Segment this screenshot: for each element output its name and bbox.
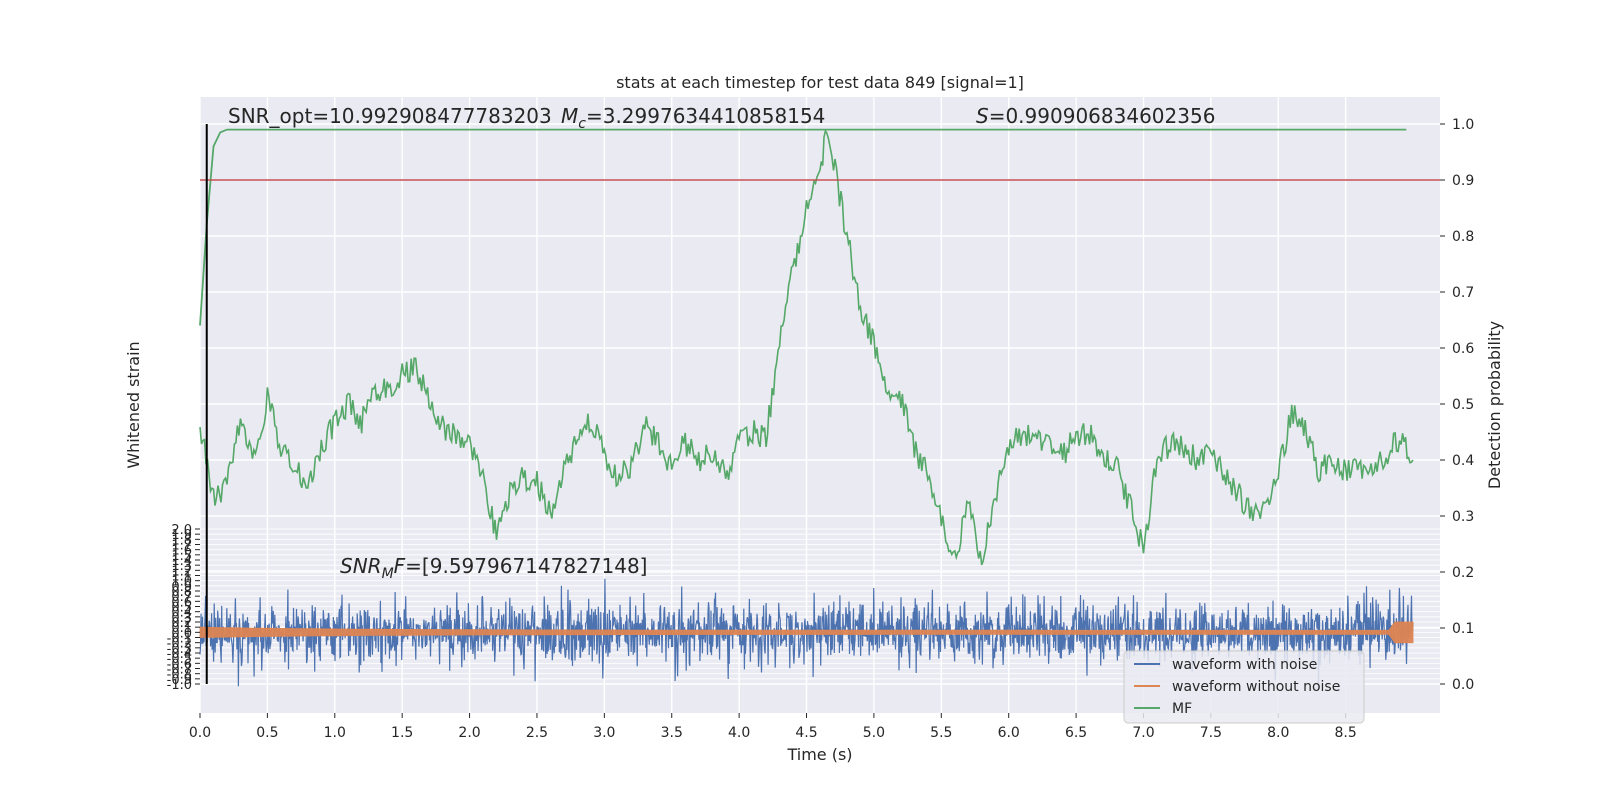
waveform-without-noise-series bbox=[199, 621, 1414, 644]
y-left-tick-label-20: 1.0 bbox=[171, 575, 192, 590]
y-right-tick-label-2: 0.2 bbox=[1452, 565, 1474, 581]
y-left-tick-label-4: -0.6 bbox=[167, 657, 192, 672]
y-left-tick-label-3: -0.7 bbox=[167, 663, 192, 678]
y-left-tick-label-16: 0.6 bbox=[171, 595, 192, 610]
annotation-s: S=0.990906834602356 bbox=[976, 104, 1215, 128]
y-left-tick-label-30: 2.0 bbox=[171, 523, 192, 538]
x-tick-label-1: 0.5 bbox=[256, 725, 278, 741]
y-left-tick-label-25: 1.5 bbox=[171, 549, 192, 564]
snr-mf-value: =[9.597967147827148] bbox=[405, 554, 647, 578]
y-left-tick-label-13: 0.3 bbox=[171, 611, 192, 626]
y-left-tick-label-15: 0.5 bbox=[171, 601, 192, 616]
y-right-tick-label-4: 0.4 bbox=[1452, 453, 1474, 469]
snr-mf-symbol: SNR bbox=[340, 554, 382, 578]
y-ticks-right: 0.0 0.1 0.2 0.3 0.4 0.5 0.6 0.7 0.8 0.9 1.0 bbox=[1440, 117, 1474, 693]
x-tick-label-7: 3.5 bbox=[661, 725, 683, 741]
annotation-snr-mf: SNRMF=[9.597967147827148] bbox=[340, 554, 648, 582]
legend-label-mf: MF bbox=[1172, 701, 1192, 717]
detection-probability-series bbox=[199, 128, 1414, 566]
x-tick-label-14: 7.0 bbox=[1132, 725, 1154, 741]
y-left-tick-label-27: 1.7 bbox=[171, 539, 192, 554]
clean-waveform-band bbox=[199, 621, 1414, 644]
mc-value: =3.2997634410858154 bbox=[586, 104, 825, 128]
x-tick-label-16: 8.0 bbox=[1267, 725, 1289, 741]
y-ticks-left: -1.0-0.9-0.8-0.7-0.6-0.5-0.4-0.3-0.2-0.1… bbox=[167, 523, 200, 693]
y-left-tick-label-9: -0.1 bbox=[167, 632, 192, 647]
y-left-tick-label-6: -0.4 bbox=[167, 647, 192, 662]
legend: waveform with noise waveform without noi… bbox=[1123, 650, 1365, 724]
y-right-tick-label-7: 0.7 bbox=[1452, 285, 1474, 301]
mc-subscript: c bbox=[578, 116, 586, 132]
x-tick-label-2: 1.0 bbox=[324, 725, 346, 741]
x-tick-label-5: 2.5 bbox=[526, 725, 548, 741]
y-left-tick-label-2: -0.8 bbox=[167, 668, 192, 683]
grid-right bbox=[200, 123, 1440, 685]
y-left-tick-label-21: 1.1 bbox=[171, 570, 192, 585]
x-axis-label: Time (s) bbox=[786, 745, 852, 764]
plot-background bbox=[200, 97, 1440, 713]
y-left-tick-label-24: 1.4 bbox=[171, 554, 192, 569]
annotation-snr-opt: SNR_opt=10.992908477783203 bbox=[228, 104, 552, 128]
detection-probability-line bbox=[199, 129, 1414, 566]
y-right-tick-label-8: 0.8 bbox=[1452, 229, 1474, 245]
x-tick-label-11: 5.5 bbox=[930, 725, 952, 741]
y-left-tick-label-5: -0.5 bbox=[167, 652, 192, 667]
y-right-tick-label-9: 0.9 bbox=[1452, 173, 1474, 189]
x-tick-label-0: 0.0 bbox=[189, 725, 211, 741]
y-right-tick-label-1: 0.1 bbox=[1452, 621, 1474, 637]
y-left-tick-label-7: -0.3 bbox=[167, 642, 192, 657]
mc-symbol: M bbox=[561, 104, 578, 128]
y-left-tick-label-19: 0.9 bbox=[171, 580, 192, 595]
s-value: =0.990906834602356 bbox=[989, 104, 1216, 128]
x-tick-label-4: 2.0 bbox=[458, 725, 480, 741]
legend-box bbox=[1123, 650, 1365, 724]
y-right-tick-label-10: 1.0 bbox=[1452, 117, 1474, 133]
x-tick-label-3: 1.5 bbox=[391, 725, 413, 741]
x-tick-label-13: 6.5 bbox=[1065, 725, 1087, 741]
x-tick-label-10: 5.0 bbox=[863, 725, 885, 741]
x-tick-label-9: 4.5 bbox=[795, 725, 817, 741]
y-right-tick-label-6: 0.6 bbox=[1452, 341, 1474, 357]
mf-probability-line bbox=[199, 128, 1407, 326]
snr-mf-tail: F bbox=[394, 554, 406, 578]
y-right-tick-label-0: 0.0 bbox=[1452, 677, 1474, 693]
y-axis-label-left: Whitened strain bbox=[124, 341, 143, 468]
y-right-tick-label-3: 0.3 bbox=[1452, 509, 1474, 525]
chart-title: stats at each timestep for test data 849… bbox=[616, 73, 1024, 92]
legend-label-noise: waveform with noise bbox=[1172, 657, 1317, 673]
y-left-tick-label-17: 0.7 bbox=[171, 590, 192, 605]
y-left-tick-label-28: 1.8 bbox=[171, 533, 192, 548]
y-left-tick-label-1: -0.9 bbox=[167, 673, 192, 688]
x-tick-label-6: 3.0 bbox=[593, 725, 615, 741]
y-axis-label-right: Detection probability bbox=[1485, 321, 1504, 489]
x-ticks: 0.0 0.5 1.0 1.5 2.0 2.5 3.0 3.5 4.0 4.5 5.0 5.5 6.0 6… bbox=[189, 713, 1357, 741]
legend-label-clean: waveform without noise bbox=[1172, 679, 1340, 695]
y-left-tick-label-0: -1.0 bbox=[167, 678, 192, 693]
y-left-tick-label-26: 1.6 bbox=[171, 544, 192, 559]
annotation-mc: Mc=3.2997634410858154 bbox=[561, 104, 825, 132]
y-left-tick-label-22: 1.2 bbox=[171, 564, 192, 579]
y-right-tick-label-5: 0.5 bbox=[1452, 397, 1474, 413]
y-left-tick-label-10: 0.0 bbox=[171, 626, 192, 641]
y-left-tick-label-8: -0.2 bbox=[167, 637, 192, 652]
grid-x bbox=[199, 97, 1347, 713]
x-tick-label-15: 7.5 bbox=[1200, 725, 1222, 741]
y-left-tick-label-12: 0.2 bbox=[171, 616, 192, 631]
y-left-tick-label-29: 1.9 bbox=[171, 528, 192, 543]
x-tick-label-8: 4.0 bbox=[728, 725, 750, 741]
snr-mf-subscript: M bbox=[382, 566, 394, 582]
x-tick-label-17: 8.5 bbox=[1335, 725, 1357, 741]
y-left-tick-label-14: 0.4 bbox=[171, 606, 192, 621]
y-left-tick-label-18: 0.8 bbox=[171, 585, 192, 600]
y-left-tick-label-23: 1.3 bbox=[171, 559, 192, 574]
s-symbol: S bbox=[976, 104, 989, 128]
x-tick-label-12: 6.0 bbox=[998, 725, 1020, 741]
y-left-tick-label-11: 0.1 bbox=[171, 621, 192, 636]
